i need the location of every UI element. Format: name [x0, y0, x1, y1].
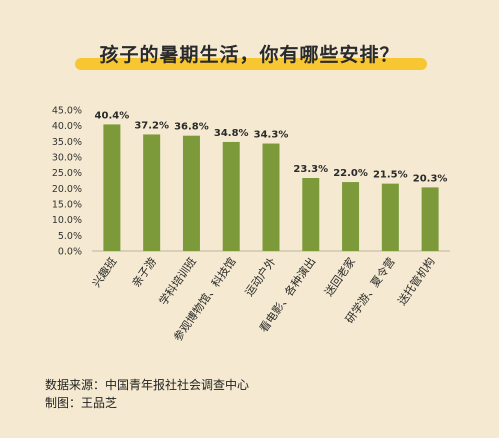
bar-chart: 0.0% 5.0% 10.0% 15.0% 20.0% 25.0% 30.0% 35.0% 40…: [52, 106, 450, 344]
y-tick-label: 5.0%: [58, 231, 82, 242]
data-label: 37.2%: [134, 120, 169, 131]
y-tick-label: 25.0%: [52, 168, 82, 179]
data-label: 40.4%: [95, 110, 130, 121]
title-highlight-bar: [75, 58, 427, 70]
y-tick-label: 40.0%: [52, 121, 82, 132]
chart-title: 孩子的暑期生活，你有哪些安排？: [99, 44, 400, 66]
chart-author: 制图：王品芝: [45, 396, 118, 410]
category-label: 学科培训班: [156, 255, 199, 308]
y-tick-label: 15.0%: [52, 200, 82, 211]
data-label: 36.8%: [174, 122, 209, 133]
bar: [342, 182, 360, 251]
data-label: 22.0%: [333, 168, 368, 179]
footer: 数据来源：中国青年报社社会调查中心 制图：王品芝: [45, 376, 249, 412]
category-label: 送托管机构: [395, 255, 438, 308]
bar: [421, 187, 439, 251]
bar: [103, 124, 121, 251]
data-source: 数据来源：中国青年报社社会调查中心: [45, 378, 250, 392]
data-label: 21.5%: [373, 170, 408, 181]
data-label: 34.3%: [254, 130, 289, 141]
y-tick-label: 45.0%: [52, 106, 82, 117]
y-tick-label: 0.0%: [58, 247, 82, 258]
category-label: 送回老家: [321, 255, 358, 299]
bar: [302, 177, 320, 251]
y-tick-label: 30.0%: [52, 153, 82, 164]
title-area: 孩子的暑期生活，你有哪些安排？: [0, 0, 499, 80]
bar: [222, 141, 240, 251]
category-label: 运动户外: [242, 255, 279, 299]
y-tick-label: 10.0%: [52, 215, 82, 226]
bar: [262, 143, 280, 251]
category-label: 兴趣班: [89, 255, 119, 290]
data-label: 23.3%: [293, 164, 328, 175]
data-label: 34.8%: [214, 128, 249, 139]
data-label: 20.3%: [413, 173, 448, 184]
bar: [182, 135, 200, 251]
bar: [143, 134, 161, 251]
y-tick-label: 35.0%: [52, 137, 82, 148]
category-label: 亲子游: [129, 255, 159, 290]
bar: [381, 183, 399, 251]
y-tick-label: 20.0%: [52, 184, 82, 195]
